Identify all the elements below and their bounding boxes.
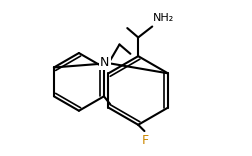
Text: F: F xyxy=(141,134,148,147)
Text: N: N xyxy=(100,56,109,69)
Text: NH₂: NH₂ xyxy=(152,13,174,23)
